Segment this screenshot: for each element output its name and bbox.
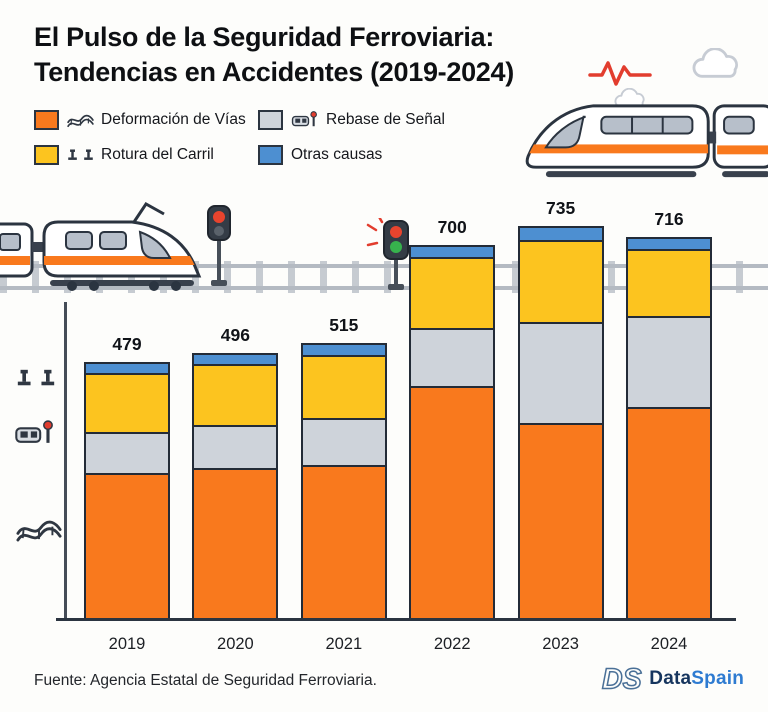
dataspain-monogram: DS [601,660,643,698]
bar-group: 735 2023 [517,198,604,653]
legend-label: Rotura del Carril [101,146,214,163]
bar-segment-Otras causas [411,247,494,259]
bar-segment-Deformación de Vías [411,387,494,618]
stacked-bar [626,236,712,620]
bar-segment-Rebase de Señal [628,317,710,409]
bar-total-label: 735 [545,198,576,219]
stacked-bar [84,362,170,620]
x-axis-year-label: 2024 [650,635,688,653]
bar-segment-Rebase de Señal [302,420,385,467]
bar-segment-Rotura del Carril [86,375,168,434]
high-speed-train-icon [502,90,768,185]
brand-name: DataSpain [649,668,744,690]
bar-segment-Rotura del Carril [628,251,710,318]
bar-group: 700 2022 [409,217,496,653]
bar-total-label: 496 [220,325,250,346]
brand-name-secondary: Spain [691,668,744,689]
source-note: Fuente: Agencia Estatal de Seguridad Fer… [34,672,377,689]
x-axis-year-label: 2023 [542,635,579,653]
bar-segment-Rotura del Carril [194,366,277,428]
commuter-train-icon [0,198,210,294]
stacked-bar [192,353,279,620]
legend-item-deformacion: Deformación de Vías [34,110,258,130]
legend-label: Deformación de Vías [101,111,246,128]
x-axis-year-label: 2019 [108,635,146,653]
svg-text:DS: DS [602,664,642,696]
signal-red-green-icon [366,218,414,294]
bar-segment-Deformación de Vías [194,469,277,618]
legend-swatch-yellow [34,145,59,165]
bar-group: 515 2021 [300,315,387,653]
x-axis-line [56,618,736,621]
bar-segment-Deformación de Vías [302,466,385,618]
bar-group: 496 2020 [192,325,279,653]
brand-name-primary: Data [649,668,692,689]
y-axis-line [64,302,67,618]
bar-segment-Deformación de Vías [86,474,168,618]
bar-segment-Otras causas [519,228,602,242]
bar-total-label: 479 [112,334,142,355]
legend-swatch-blue [258,145,283,165]
stacked-bar [517,226,604,620]
page-title-line2: Tendencias en Accidentes (2019-2024) [34,57,514,88]
legend: Deformación de Vías Rebase de Señal Rotu… [34,110,482,180]
stacked-bar [300,343,387,620]
bar-segment-Deformación de Vías [519,424,602,618]
legend-item-otras: Otras causas [258,145,482,165]
bar-segment-Deformación de Vías [628,408,710,618]
bar-group: 479 2019 [84,334,170,653]
legend-item-rotura: Rotura del Carril [34,145,258,165]
bar-segment-Otras causas [86,364,168,376]
bar-segment-Rotura del Carril [302,356,385,421]
bar-total-label: 515 [329,315,359,336]
pulse-line-icon [588,58,652,88]
bar-total-label: 700 [437,217,467,238]
legend-row: Deformación de Vías Rebase de Señal [34,110,482,130]
bar-segment-Otras causas [194,355,277,367]
bar-segment-Otras causas [302,345,385,357]
x-axis-year-label: 2022 [433,635,471,653]
x-axis-year-label: 2021 [325,635,363,653]
bar-segment-Otras causas [628,238,710,252]
bar-segment-Rebase de Señal [411,330,494,388]
bar-total-label: 716 [654,208,684,229]
bar-group: 716 2024 [626,208,712,653]
bar-segment-Rotura del Carril [519,241,602,324]
bar-segment-Rebase de Señal [194,427,277,470]
legend-swatch-orange [34,110,59,130]
bar-segment-Rebase de Señal [519,323,602,425]
page-title-line1: El Pulso de la Seguridad Ferroviaria: [34,22,495,52]
x-axis-year-label: 2020 [217,635,254,653]
signal-red-icon [205,204,233,290]
stacked-bar [409,245,496,620]
legend-row: Rotura del Carril Otras causas [34,145,482,165]
bar-segment-Rotura del Carril [411,258,494,331]
page-title: El Pulso de la Seguridad Ferroviaria: Te… [34,20,604,90]
legend-item-rebase: Rebase de Señal [258,110,482,130]
legend-label: Otras causas [291,146,383,163]
bar-segment-Rebase de Señal [86,433,168,475]
legend-label: Rebase de Señal [326,111,445,128]
legend-swatch-gray [258,110,283,130]
brand-logo: DS DataSpain [601,660,744,698]
